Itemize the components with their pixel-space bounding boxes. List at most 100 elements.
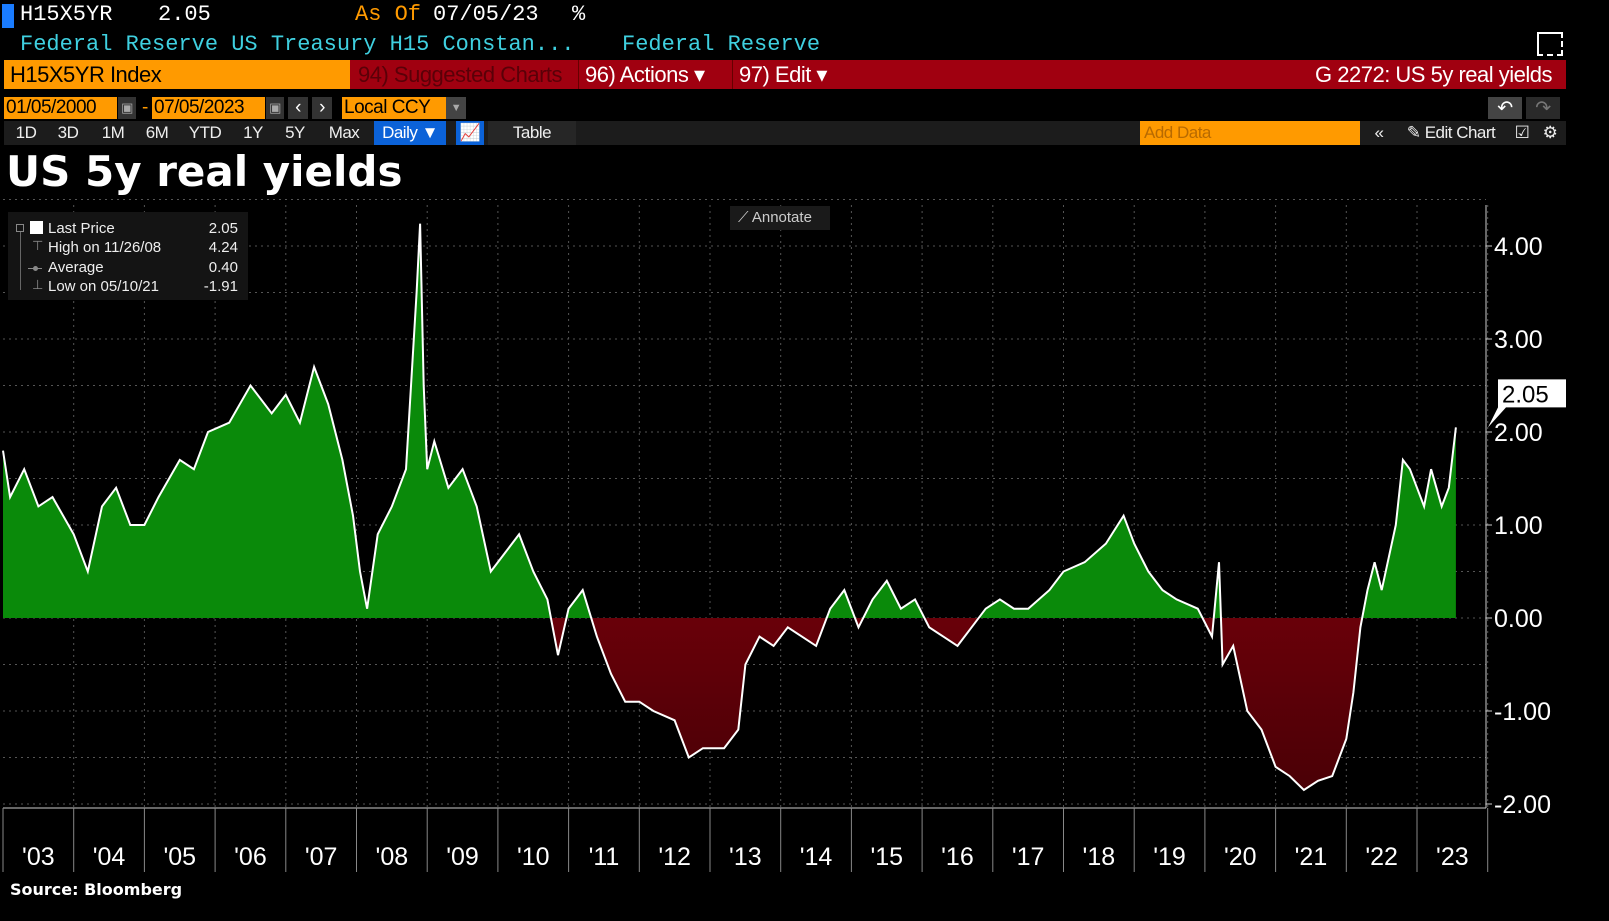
as-of-label: As Of bbox=[355, 2, 422, 27]
add-data-input[interactable]: Add Data bbox=[1140, 121, 1360, 145]
frequency-dropdown[interactable]: Daily ▼ bbox=[374, 121, 446, 145]
positive-area bbox=[3, 223, 1456, 618]
x-tick-label: '12 bbox=[658, 843, 691, 871]
legend-tree-line bbox=[20, 232, 21, 290]
x-tick-label: '17 bbox=[1012, 843, 1045, 871]
edit-chart-button[interactable]: ✎ Edit Chart bbox=[1396, 121, 1506, 145]
security-description: Federal Reserve US Treasury H15 Constan.… bbox=[20, 32, 575, 57]
x-tick-label: '09 bbox=[446, 843, 479, 871]
last-value-label: 2.05 bbox=[1502, 381, 1549, 408]
x-axis: '03 '04 '05 '06 '07 '08 '09 '10 '11 '12 '13 '14 '15 '… bbox=[2, 807, 1489, 872]
range-3d[interactable]: 3D bbox=[57, 123, 79, 142]
x-tick-label: '04 bbox=[93, 843, 126, 871]
previous-period-button[interactable]: ‹ bbox=[288, 97, 308, 119]
description-line: Federal Reserve US Treasury H15 Constan.… bbox=[20, 32, 820, 57]
undo-icon[interactable]: ↶ bbox=[1488, 97, 1522, 119]
x-tick-label: '14 bbox=[800, 843, 833, 871]
ticker: H15X5YR bbox=[20, 2, 113, 27]
legend-last-value: 2.05 bbox=[208, 220, 238, 237]
x-tick-label: '06 bbox=[234, 843, 267, 871]
legend-high-value: 4.24 bbox=[208, 239, 238, 256]
y-tick-label: 4.00 bbox=[1494, 233, 1543, 261]
actions-menu[interactable]: 96) Actions ▾ bbox=[578, 60, 730, 89]
y-tick-label: -1.00 bbox=[1494, 698, 1551, 726]
x-tick-label: '20 bbox=[1224, 843, 1257, 871]
y-tick-label: -2.00 bbox=[1494, 791, 1551, 819]
edit-menu[interactable]: 97) Edit ▾ bbox=[732, 60, 844, 89]
pop-out-icon[interactable] bbox=[1537, 32, 1563, 56]
redo-icon[interactable]: ↷ bbox=[1526, 97, 1560, 119]
unit: % bbox=[572, 2, 586, 27]
edit-chart-label: Edit Chart bbox=[1424, 123, 1496, 142]
range-1m[interactable]: 1M bbox=[101, 123, 125, 142]
y-tick-label: 2.00 bbox=[1494, 419, 1543, 447]
x-tick-label: '05 bbox=[163, 843, 196, 871]
x-tick-label: '23 bbox=[1436, 843, 1469, 871]
chart-id: G 2272: US 5y real yields bbox=[1315, 62, 1552, 87]
high-marker-icon: ⊤ bbox=[32, 238, 44, 253]
legend-last-label: Last Price bbox=[48, 220, 115, 237]
range-1d[interactable]: 1D bbox=[15, 123, 37, 142]
range-max[interactable]: Max bbox=[328, 123, 360, 142]
x-tick-label: '11 bbox=[589, 843, 620, 871]
legend-average-label: Average bbox=[48, 259, 104, 276]
negative-area bbox=[3, 618, 1456, 790]
x-tick-label: '15 bbox=[870, 843, 903, 871]
x-tick-label: '22 bbox=[1365, 843, 1398, 871]
pencil-icon: ✎ bbox=[1406, 123, 1421, 142]
source-name: Federal Reserve bbox=[622, 32, 821, 57]
x-tick-label: '18 bbox=[1083, 843, 1116, 871]
collapse-legend-icon[interactable] bbox=[16, 224, 24, 232]
currency-select[interactable]: Local CCY bbox=[342, 97, 446, 119]
source-note: Source: Bloomberg bbox=[10, 880, 183, 899]
legend-high-label: High on 11/26/08 bbox=[48, 239, 162, 256]
chart-toolbar: 1D 3D 1M 6M YTD 1Y 5Y Max Daily ▼ 📈 Tabl… bbox=[4, 121, 1566, 145]
last-value-tag: 2.05 bbox=[1488, 379, 1566, 428]
chart-title: US 5y real yields bbox=[6, 147, 403, 196]
date-range-row: 01/05/2000 ▣ - 07/05/2023 ▣ ‹ › Local CC… bbox=[0, 97, 1609, 120]
average-marker-icon bbox=[28, 266, 42, 271]
line-chart-icon[interactable]: 📈 bbox=[456, 121, 484, 145]
checklist-icon[interactable]: ☑ bbox=[1514, 123, 1530, 142]
range-1y[interactable]: 1Y bbox=[243, 123, 263, 142]
y-tick-label: 1.00 bbox=[1494, 512, 1543, 540]
series-line bbox=[2, 223, 1457, 792]
range-5y[interactable]: 5Y bbox=[285, 123, 305, 142]
y-tick-label: 0.00 bbox=[1494, 605, 1543, 633]
next-period-button[interactable]: › bbox=[312, 97, 332, 119]
annotate-label: Annotate bbox=[751, 209, 812, 226]
date-separator: - bbox=[142, 97, 148, 118]
calendar-icon[interactable]: ▣ bbox=[118, 97, 136, 119]
x-tick-label: '07 bbox=[305, 843, 338, 871]
range-ytd[interactable]: YTD bbox=[188, 123, 222, 142]
gear-icon[interactable]: ⚙ bbox=[1542, 123, 1558, 142]
y-axis: 4.00 3.00 2.00 1.00 0.00 -1.00 -2.00 bbox=[1485, 205, 1551, 819]
command-bar: H15X5YR Index 94) Suggested Charts 96) A… bbox=[4, 60, 1566, 89]
annotate-pencil-icon: ⟋ bbox=[738, 209, 749, 226]
start-date-input[interactable]: 01/05/2000 bbox=[4, 97, 117, 119]
x-tick-label: '19 bbox=[1153, 843, 1186, 871]
calendar-icon[interactable]: ▣ bbox=[266, 97, 284, 119]
low-marker-icon: ⊥ bbox=[32, 277, 44, 292]
end-date-input[interactable]: 07/05/2023 bbox=[152, 97, 265, 119]
y-tick-label: 3.00 bbox=[1494, 326, 1543, 354]
x-tick-label: '03 bbox=[22, 843, 55, 871]
annotate-button[interactable]: ⟋ Annotate bbox=[730, 206, 830, 230]
last-price: 2.05 bbox=[158, 2, 211, 27]
chevron-down-icon[interactable]: ▼ bbox=[446, 97, 466, 119]
legend-low-label: Low on 05/10/21 bbox=[48, 278, 159, 295]
x-tick-label: '13 bbox=[729, 843, 762, 871]
series-swatch bbox=[30, 221, 43, 234]
security-input[interactable]: H15X5YR Index bbox=[4, 60, 350, 89]
legend-low-value: -1.91 bbox=[203, 278, 238, 295]
as-of-date: 07/05/23 bbox=[433, 2, 539, 27]
range-6m[interactable]: 6M bbox=[145, 123, 169, 142]
x-tick-label: '21 bbox=[1295, 843, 1328, 871]
x-tick-label: '10 bbox=[517, 843, 550, 871]
suggested-charts-button[interactable]: 94) Suggested Charts bbox=[358, 62, 563, 87]
table-button[interactable]: Table bbox=[488, 121, 576, 145]
x-tick-label: '16 bbox=[941, 843, 974, 871]
collapse-icon[interactable]: « bbox=[1374, 123, 1384, 142]
security-color-marker bbox=[2, 4, 14, 28]
